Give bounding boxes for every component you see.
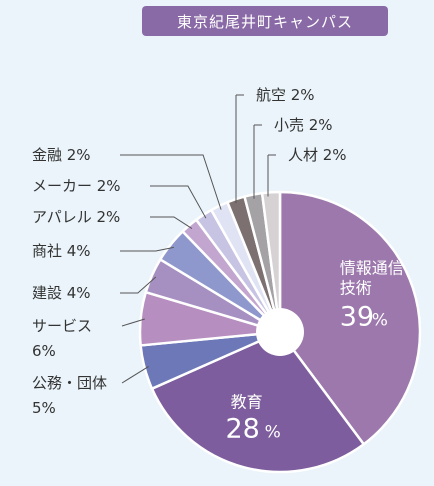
slice-3-label: サービス (32, 317, 92, 335)
slice-6-leader (150, 216, 193, 230)
slice-2-label: 公務・団体 (32, 374, 107, 392)
slice-4-label: 建設 4% (32, 284, 91, 302)
slice-6-label: アパレル 2% (32, 208, 120, 226)
slice-3-leader (121, 318, 145, 327)
slice-0-label-2: 技術 (340, 279, 372, 298)
slice-7-leader (150, 185, 207, 219)
donut-hole (256, 308, 304, 356)
slice-0-wedge (278, 190, 422, 446)
slice-1-pct: % (265, 422, 281, 442)
slice-1-value: 28 (226, 413, 260, 444)
slice-5-label: 商社 4% (32, 242, 91, 260)
slice-2-leader (121, 366, 149, 384)
slice-5-leader (120, 246, 174, 252)
slice-7-label: メーカー 2% (32, 177, 121, 195)
slice-8-label: 金融 2% (32, 146, 91, 164)
slice-0-pct: % (372, 311, 388, 331)
slice-10-label: 小売 2% (274, 116, 333, 134)
slice-4-leader (120, 276, 157, 294)
slice-2-value: 5% (32, 399, 56, 417)
slice-0-value: 39 (340, 302, 374, 333)
slice-11-wedge (260, 190, 282, 334)
slice-8-leader (120, 154, 222, 210)
campus-badge: 東京紀尾井町キャンパス (142, 6, 388, 36)
slice-3-value: 6% (32, 342, 56, 360)
slice-9-label: 航空 2% (256, 86, 315, 104)
slice-1-wedge (150, 330, 365, 474)
slice-1-label: 教育 (231, 392, 263, 411)
slice-11-label: 人材 2% (288, 146, 347, 164)
slice-0-label: 情報通信 (340, 259, 404, 278)
